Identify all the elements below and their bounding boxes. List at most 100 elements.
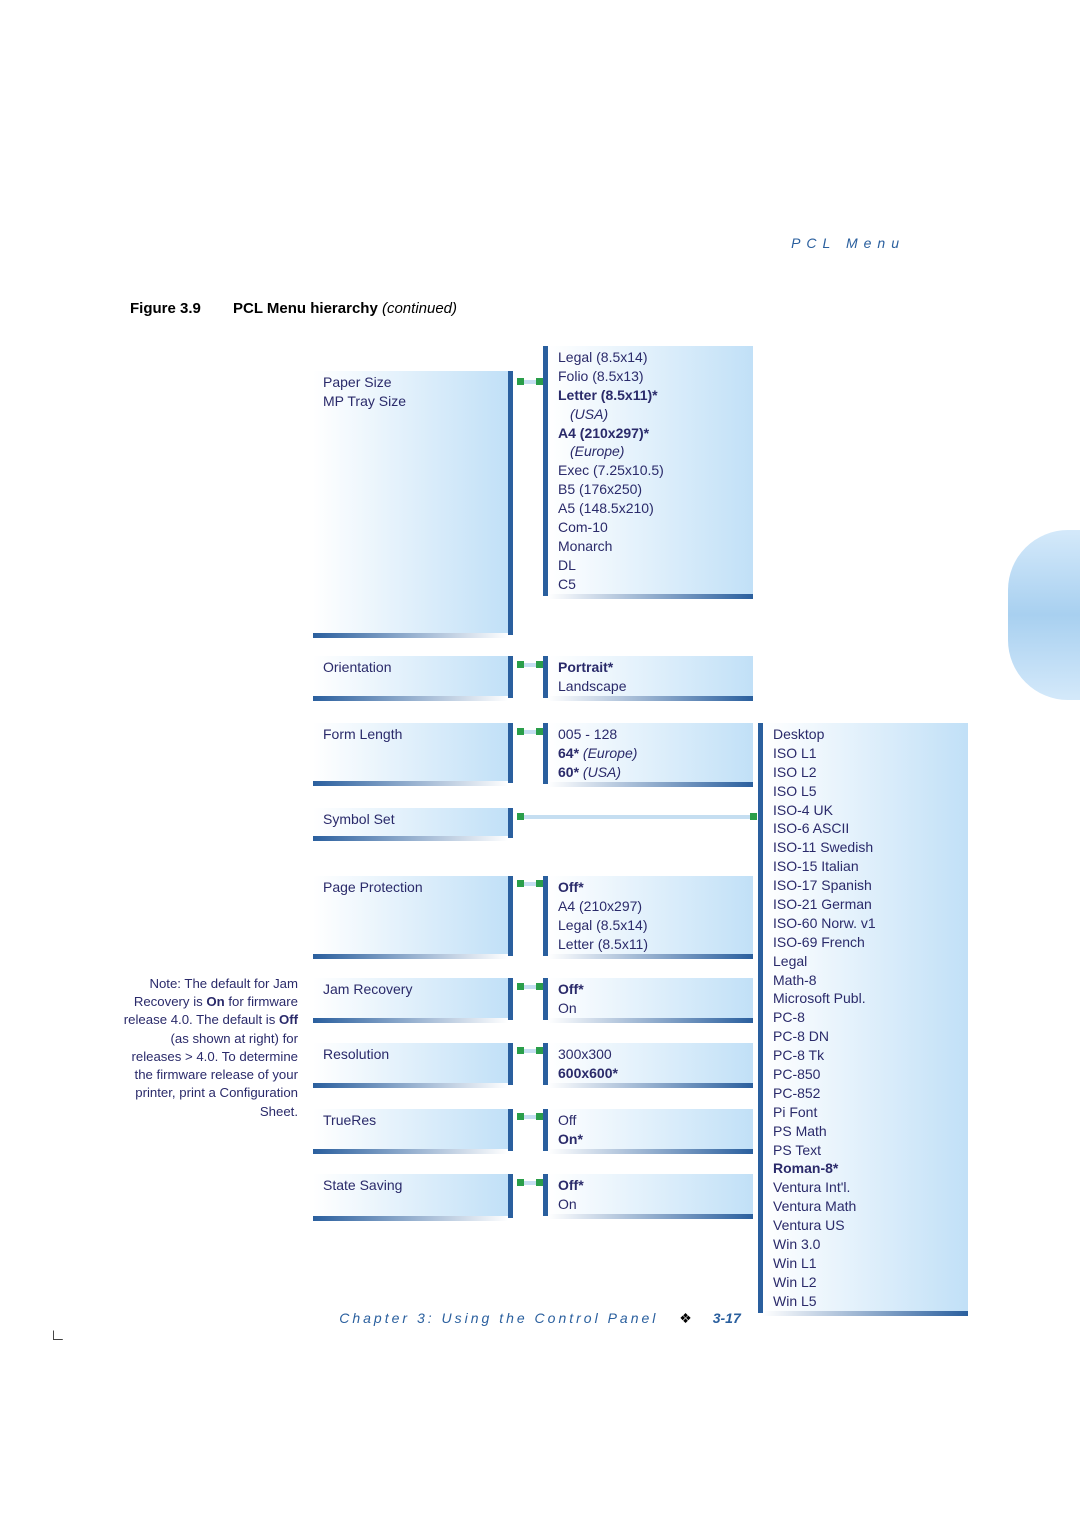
options-form-length: 005 - 128 64* (Europe) 60* (USA) (543, 723, 753, 784)
opt: Ventura Int'l. (773, 1178, 960, 1197)
connector (517, 730, 543, 734)
opt-default: A4 (210x297)* (558, 424, 745, 443)
opt-region: (Europe) (558, 442, 745, 461)
opt: ISO L1 (773, 744, 960, 763)
menu-state-saving: State Saving (313, 1174, 513, 1218)
opt: A4 (210x297) (558, 897, 745, 916)
opt: Folio (8.5x13) (558, 367, 745, 386)
opt: Letter (8.5x11) (558, 935, 745, 954)
connector (517, 663, 543, 667)
opt: PS Text (773, 1141, 960, 1160)
menu-jam-recovery: Jam Recovery (313, 978, 513, 1020)
page-header: PCL Menu (791, 235, 905, 251)
opt: DL (558, 556, 745, 575)
menu-paper-size: Paper Size MP Tray Size (313, 371, 513, 635)
opt: PC-850 (773, 1065, 960, 1084)
opt: ISO-69 French (773, 933, 960, 952)
opt: PC-8 DN (773, 1027, 960, 1046)
label: Form Length (323, 725, 500, 744)
menu-orientation: Orientation (313, 656, 513, 698)
connector (517, 815, 757, 819)
options-trueres: Off On* (543, 1109, 753, 1151)
opt-default: Off* (558, 878, 745, 897)
menu-form-length: Form Length (313, 723, 513, 783)
opt: ISO-4 UK (773, 801, 960, 820)
connector (517, 882, 543, 886)
opt: Desktop (773, 725, 960, 744)
figure-continued: (continued) (382, 300, 457, 317)
opt: Monarch (558, 537, 745, 556)
connector (517, 1181, 543, 1185)
menu-resolution: Resolution (313, 1043, 513, 1085)
opt: Win L1 (773, 1254, 960, 1273)
chapter-label: Chapter 3: Using the Control Panel (339, 1310, 658, 1326)
label: MP Tray Size (323, 392, 500, 411)
opt: Win L5 (773, 1292, 960, 1311)
options-symbol-set: Desktop ISO L1 ISO L2 ISO L5 ISO-4 UK IS… (758, 723, 968, 1313)
options-resolution: 300x300 600x600* (543, 1043, 753, 1085)
connector (517, 985, 543, 989)
opt: ISO-60 Norw. v1 (773, 914, 960, 933)
opt: Math-8 (773, 971, 960, 990)
opt: Com-10 (558, 518, 745, 537)
label: TrueRes (323, 1111, 500, 1130)
opt: 300x300 (558, 1045, 745, 1064)
opt: A5 (148.5x210) (558, 499, 745, 518)
options-paper-size: Legal (8.5x14) Folio (8.5x13) Letter (8.… (543, 346, 753, 596)
opt: 005 - 128 (558, 725, 745, 744)
opt: Pi Font (773, 1103, 960, 1122)
opt: Exec (7.25x10.5) (558, 461, 745, 480)
opt: PS Math (773, 1122, 960, 1141)
options-orientation: Portrait* Landscape (543, 656, 753, 698)
figure-caption: Figure 3.9 PCL Menu hierarchy (continued… (130, 300, 457, 317)
opt-default: Letter (8.5x11)* (558, 386, 745, 405)
opt: ISO-21 German (773, 895, 960, 914)
opt-default: 600x600* (558, 1064, 745, 1083)
opt: ISO L5 (773, 782, 960, 801)
menu-trueres: TrueRes (313, 1109, 513, 1151)
opt: Legal (8.5x14) (558, 348, 745, 367)
opt: 64* (Europe) (558, 744, 745, 763)
opt: Legal (8.5x14) (558, 916, 745, 935)
opt: Off (558, 1111, 745, 1130)
opt: ISO L2 (773, 763, 960, 782)
crop-mark: ∟ (50, 1327, 66, 1345)
opt-default: Portrait* (558, 658, 745, 677)
opt: Ventura Math (773, 1197, 960, 1216)
connector (517, 1115, 543, 1119)
label: Page Protection (323, 878, 500, 897)
page-footer: Chapter 3: Using the Control Panel ❖ 3-1… (0, 1310, 1080, 1327)
opt: ISO-11 Swedish (773, 838, 960, 857)
side-tab (1008, 530, 1080, 700)
label: Paper Size (323, 373, 500, 392)
opt-region: (USA) (558, 405, 745, 424)
opt: PC-8 (773, 1008, 960, 1027)
opt: Win 3.0 (773, 1235, 960, 1254)
opt: B5 (176x250) (558, 480, 745, 499)
opt: 60* (USA) (558, 763, 745, 782)
opt: PC-852 (773, 1084, 960, 1103)
label: Resolution (323, 1045, 500, 1064)
opt: Landscape (558, 677, 745, 696)
opt-default: Roman-8* (773, 1159, 960, 1178)
label: Orientation (323, 658, 500, 677)
opt-default: Off* (558, 980, 745, 999)
opt: ISO-17 Spanish (773, 876, 960, 895)
diamond-icon: ❖ (679, 1310, 692, 1326)
figure-number: Figure 3.9 (130, 300, 201, 317)
opt: On (558, 1195, 745, 1214)
options-state-saving: Off* On (543, 1174, 753, 1216)
options-jam-recovery: Off* On (543, 978, 753, 1020)
opt: C5 (558, 575, 745, 594)
opt: Legal (773, 952, 960, 971)
opt: Ventura US (773, 1216, 960, 1235)
menu-page-protection: Page Protection (313, 876, 513, 956)
opt: On (558, 999, 745, 1018)
opt-default: On* (558, 1130, 745, 1149)
opt: Microsoft Publ. (773, 989, 960, 1008)
opt: ISO-6 ASCII (773, 819, 960, 838)
opt: PC-8 Tk (773, 1046, 960, 1065)
options-page-protection: Off* A4 (210x297) Legal (8.5x14) Letter … (543, 876, 753, 956)
menu-symbol-set: Symbol Set (313, 808, 513, 838)
opt-default: Off* (558, 1176, 745, 1195)
